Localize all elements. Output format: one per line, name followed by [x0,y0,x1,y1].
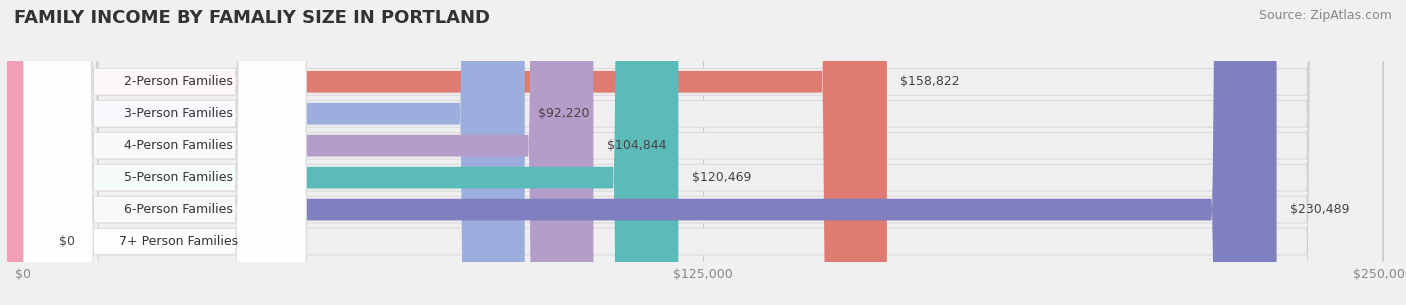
FancyBboxPatch shape [24,0,307,305]
Text: 6-Person Families: 6-Person Families [124,203,233,216]
FancyBboxPatch shape [24,0,1382,305]
Text: $120,469: $120,469 [692,171,751,184]
FancyBboxPatch shape [24,0,307,305]
FancyBboxPatch shape [24,0,307,305]
FancyBboxPatch shape [24,0,307,305]
FancyBboxPatch shape [24,0,1382,305]
Text: 5-Person Families: 5-Person Families [124,171,233,184]
FancyBboxPatch shape [24,0,1382,305]
FancyBboxPatch shape [24,0,678,305]
FancyBboxPatch shape [24,0,1277,305]
FancyBboxPatch shape [24,0,593,305]
Text: FAMILY INCOME BY FAMALIY SIZE IN PORTLAND: FAMILY INCOME BY FAMALIY SIZE IN PORTLAN… [14,9,491,27]
Text: $104,844: $104,844 [607,139,666,152]
FancyBboxPatch shape [0,0,89,305]
FancyBboxPatch shape [24,0,1382,305]
Text: Source: ZipAtlas.com: Source: ZipAtlas.com [1258,9,1392,22]
Text: $92,220: $92,220 [538,107,591,120]
Text: 4-Person Families: 4-Person Families [124,139,233,152]
FancyBboxPatch shape [24,0,1382,305]
FancyBboxPatch shape [24,0,524,305]
Text: $230,489: $230,489 [1291,203,1350,216]
Text: $158,822: $158,822 [900,75,960,88]
Text: $0: $0 [59,235,75,248]
FancyBboxPatch shape [24,0,307,305]
FancyBboxPatch shape [24,0,1382,305]
Text: 3-Person Families: 3-Person Families [124,107,233,120]
FancyBboxPatch shape [24,0,887,305]
Text: 7+ Person Families: 7+ Person Families [120,235,239,248]
Text: 2-Person Families: 2-Person Families [124,75,233,88]
FancyBboxPatch shape [24,0,307,305]
